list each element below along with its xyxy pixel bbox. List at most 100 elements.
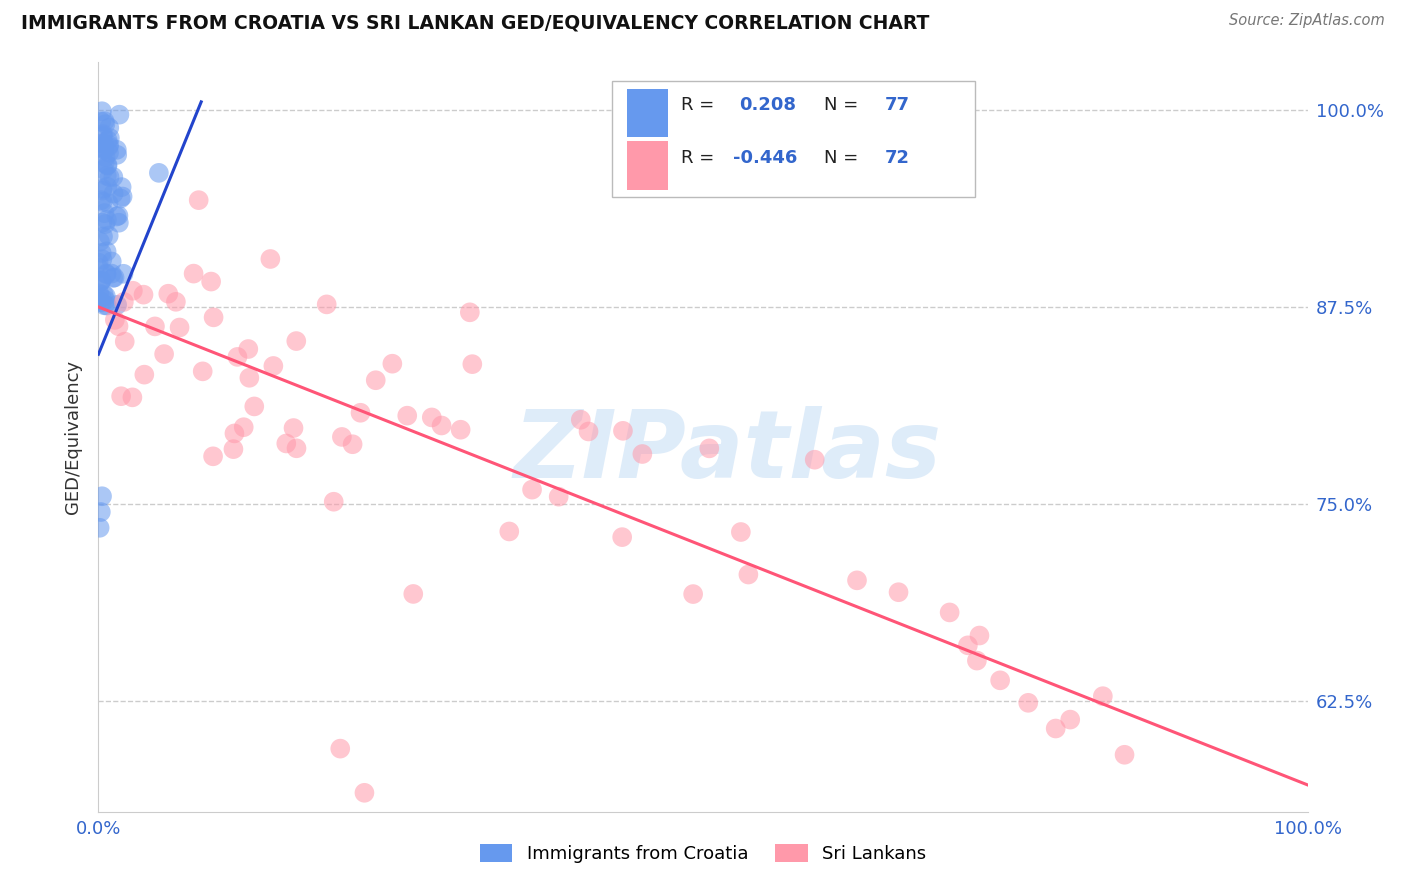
Point — [110, 389, 132, 403]
Point — [98, 131, 121, 145]
Point — [396, 409, 419, 423]
Point — [96, 179, 118, 194]
Point — [276, 436, 298, 450]
Point — [353, 786, 375, 800]
Text: R =: R = — [682, 149, 720, 168]
Text: 0.208: 0.208 — [740, 96, 796, 114]
Point — [89, 286, 111, 301]
Point — [187, 193, 209, 207]
Point — [90, 273, 112, 287]
Point — [94, 217, 117, 231]
Point — [105, 298, 128, 312]
Point — [89, 521, 111, 535]
Text: 77: 77 — [884, 96, 910, 114]
Text: N =: N = — [824, 149, 863, 168]
Point — [104, 313, 127, 327]
Point — [450, 423, 472, 437]
Text: N =: N = — [824, 96, 863, 114]
Point — [96, 213, 118, 227]
Point — [730, 524, 752, 539]
Text: ZIPatlas: ZIPatlas — [513, 406, 941, 498]
Point — [285, 334, 308, 348]
Point — [148, 166, 170, 180]
Point — [165, 294, 187, 309]
Point — [91, 194, 114, 209]
Point — [498, 524, 520, 539]
Point — [191, 364, 214, 378]
Point — [97, 133, 120, 147]
Point — [342, 437, 364, 451]
Point — [1091, 689, 1114, 703]
Point — [90, 295, 112, 310]
Point — [94, 150, 117, 164]
Point — [105, 148, 128, 162]
Point — [93, 156, 115, 170]
Point — [547, 490, 569, 504]
Point — [97, 158, 120, 172]
Point — [89, 235, 111, 249]
Point — [846, 574, 869, 588]
Point — [803, 452, 825, 467]
Point — [108, 108, 131, 122]
Point — [98, 138, 121, 153]
Point — [612, 424, 634, 438]
Point — [322, 494, 344, 508]
Point — [458, 305, 481, 319]
Point — [93, 206, 115, 220]
Point — [94, 289, 117, 303]
Point — [96, 159, 118, 173]
Point — [90, 505, 112, 519]
Point — [112, 294, 135, 309]
Point — [461, 357, 484, 371]
Point — [110, 192, 132, 206]
Point — [93, 298, 115, 312]
Point — [103, 186, 125, 201]
FancyBboxPatch shape — [627, 88, 668, 137]
Point — [91, 129, 114, 144]
Point — [887, 585, 910, 599]
Point — [153, 347, 176, 361]
Point — [98, 120, 121, 135]
Point — [90, 193, 112, 207]
Point — [1114, 747, 1136, 762]
Point — [90, 274, 112, 288]
Point — [381, 357, 404, 371]
Point — [93, 162, 115, 177]
Point — [232, 420, 254, 434]
Point — [569, 413, 592, 427]
Point — [96, 267, 118, 281]
Point — [112, 267, 135, 281]
Point — [283, 421, 305, 435]
Point — [183, 267, 205, 281]
Point — [111, 180, 134, 194]
Point — [87, 256, 110, 270]
Point — [243, 400, 266, 414]
Point — [121, 390, 143, 404]
Point — [97, 139, 120, 153]
Point — [578, 425, 600, 439]
Point — [103, 169, 125, 184]
Point — [966, 654, 988, 668]
Point — [107, 209, 129, 223]
Point — [96, 268, 118, 282]
Point — [1059, 713, 1081, 727]
Point — [956, 638, 979, 652]
Point — [202, 310, 225, 325]
Point — [169, 320, 191, 334]
Point — [285, 442, 308, 456]
Point — [132, 287, 155, 301]
Point — [90, 291, 112, 305]
Point — [329, 741, 352, 756]
Point — [224, 426, 246, 441]
Point — [402, 587, 425, 601]
Point — [349, 406, 371, 420]
Point — [87, 293, 110, 308]
Point — [101, 271, 124, 285]
Point — [114, 334, 136, 349]
Point — [96, 299, 118, 313]
Point — [94, 117, 117, 131]
Point — [90, 245, 112, 260]
Point — [89, 141, 111, 155]
Point — [1045, 722, 1067, 736]
Point — [93, 141, 115, 155]
